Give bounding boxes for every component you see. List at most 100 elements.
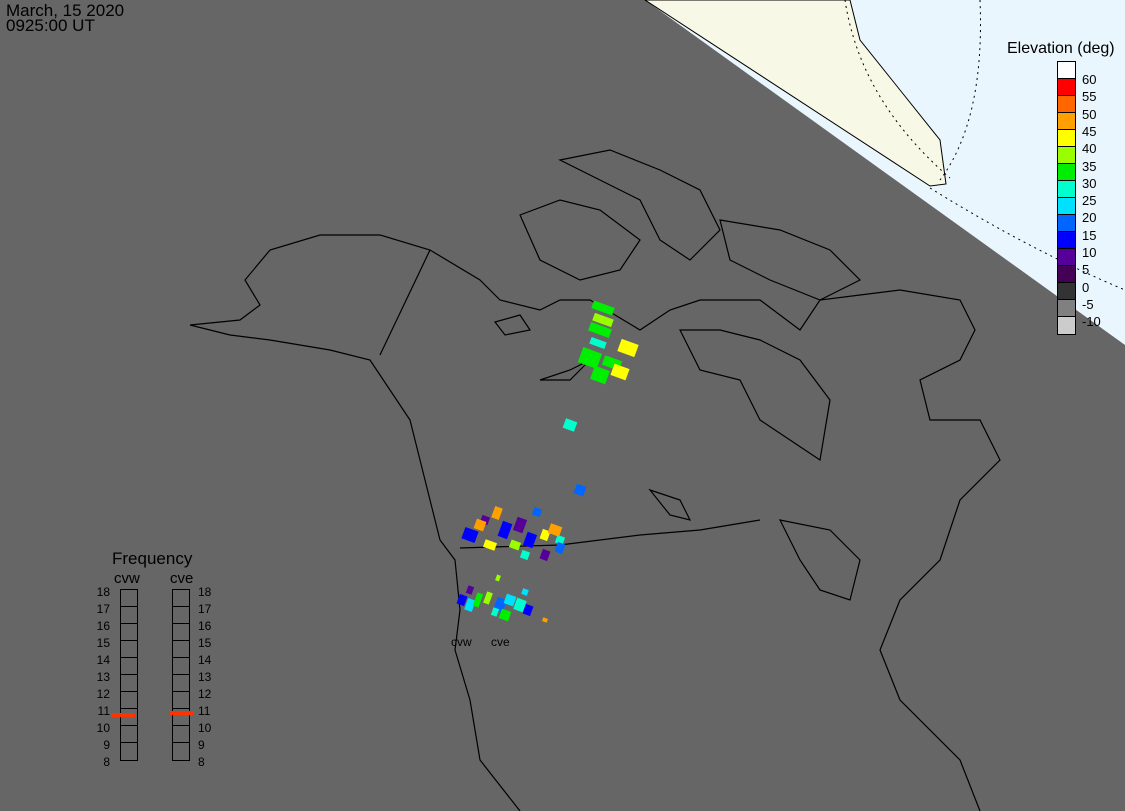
colorbar-swatch bbox=[1058, 181, 1075, 198]
frequency-tick: 16 bbox=[96, 619, 110, 633]
frequency-tick: 10 bbox=[96, 721, 110, 735]
radar-echo-cell bbox=[547, 523, 563, 537]
coastline bbox=[189, 149, 1001, 811]
frequency-bar-cvw bbox=[120, 589, 138, 761]
colorbar-tick: 15 bbox=[1082, 227, 1097, 243]
frequency-tick: 18 bbox=[198, 585, 212, 599]
colorbar-swatch bbox=[1058, 96, 1075, 113]
radar-echo-cell bbox=[456, 593, 468, 607]
radar-echo-cell bbox=[589, 336, 607, 350]
frequency-tick: 17 bbox=[96, 602, 110, 616]
greenland-day-land bbox=[644, 0, 947, 187]
colorbar-tick: 20 bbox=[1082, 210, 1097, 226]
radar-echo-cell bbox=[491, 505, 503, 521]
radar-echo-cell bbox=[617, 338, 639, 358]
radar-echo-cell bbox=[554, 541, 566, 555]
frequency-tick: 14 bbox=[96, 653, 110, 667]
colorbar-tick: 50 bbox=[1082, 106, 1097, 122]
colorbar-swatch bbox=[1058, 198, 1075, 215]
colorbar-swatch bbox=[1058, 300, 1075, 317]
time-label: 0925:00 UT bbox=[6, 16, 95, 35]
latitude-circle bbox=[844, 0, 1125, 291]
frequency-radar-cve-label: cve bbox=[170, 570, 194, 587]
frequency-tick: 9 bbox=[103, 738, 110, 752]
radar-echo-cell bbox=[562, 418, 578, 432]
colorbar-tick: 60 bbox=[1082, 72, 1097, 87]
radar-echo-cell bbox=[465, 585, 475, 595]
colorbar-tick: 40 bbox=[1082, 141, 1097, 157]
radar-echo-cell bbox=[531, 506, 543, 518]
frequency-tick: 17 bbox=[198, 602, 212, 616]
radar-echo-cell bbox=[519, 549, 531, 561]
radar-echo-cell bbox=[512, 516, 528, 534]
radar-echo-cell bbox=[483, 591, 493, 605]
colorbar-tick: 35 bbox=[1082, 158, 1097, 174]
colorbar-tick: -10 bbox=[1082, 314, 1101, 330]
frequency-marker bbox=[170, 711, 194, 716]
colorbar-tick: 0 bbox=[1082, 279, 1090, 295]
colorbar-swatch bbox=[1058, 79, 1075, 96]
colorbar-swatch bbox=[1058, 130, 1075, 147]
frequency-tick: 11 bbox=[198, 704, 211, 718]
colorbar-tick: 30 bbox=[1082, 175, 1097, 191]
colorbar-swatch bbox=[1058, 249, 1075, 266]
frequency-tick: 8 bbox=[103, 755, 110, 769]
radar-label-cvw: cvw bbox=[451, 635, 472, 649]
frequency-tick: 16 bbox=[198, 619, 212, 633]
colorbar-swatch bbox=[1058, 113, 1075, 130]
colorbar-swatch bbox=[1058, 283, 1075, 300]
radar-echo-cell bbox=[495, 574, 501, 582]
colorbar-tick: 55 bbox=[1082, 89, 1097, 105]
radar-echo-cell bbox=[497, 520, 513, 540]
radar-label-cve: cve bbox=[491, 635, 510, 649]
radar-echo-cell bbox=[541, 617, 549, 623]
frequency-bar-cve bbox=[172, 589, 190, 761]
radar-echo-cell bbox=[592, 312, 614, 328]
frequency-tick: 8 bbox=[198, 755, 205, 769]
frequency-marker bbox=[111, 712, 135, 717]
colorbar-swatch bbox=[1058, 266, 1075, 283]
frequency-tick: 14 bbox=[198, 653, 212, 667]
radar-echo-cell bbox=[577, 347, 603, 369]
radar-echo-cell bbox=[490, 607, 500, 617]
radar-echo-cell bbox=[588, 322, 612, 338]
radar-echo-cell bbox=[498, 608, 512, 622]
date-label: March, 15 2020 bbox=[6, 1, 125, 20]
frequency-tick: 18 bbox=[96, 585, 110, 599]
frequency-tick: 12 bbox=[96, 687, 110, 701]
radar-echo-cell bbox=[554, 534, 566, 546]
radar-echo-cell bbox=[508, 539, 522, 551]
colorbar-swatch bbox=[1058, 215, 1075, 232]
radar-echoes bbox=[456, 300, 639, 623]
frequency-tick: 12 bbox=[198, 687, 212, 701]
colorbar-swatch bbox=[1058, 317, 1075, 334]
elevation-legend-title: Elevation (deg) bbox=[1007, 40, 1115, 57]
radar-echo-cell bbox=[573, 483, 587, 497]
radar-echo-cell bbox=[482, 539, 498, 551]
frequency-title: Frequency bbox=[112, 549, 193, 568]
daylight-region bbox=[645, 0, 1125, 345]
radar-echo-cell bbox=[590, 365, 610, 385]
radar-echo-cell bbox=[513, 597, 527, 613]
elevation-colorbar bbox=[1057, 61, 1076, 335]
radar-echo-cell bbox=[539, 548, 551, 562]
colorbar-tick: 10 bbox=[1082, 245, 1097, 260]
frequency-tick: 13 bbox=[96, 670, 110, 684]
colorbar-tick: 25 bbox=[1082, 193, 1097, 209]
radar-echo-cell bbox=[610, 363, 630, 381]
radar-echo-cell bbox=[503, 593, 517, 607]
radar-echo-cell bbox=[522, 531, 538, 549]
frequency-tick: 11 bbox=[97, 704, 110, 718]
frequency-tick: 13 bbox=[198, 670, 212, 684]
radar-echo-cell bbox=[461, 526, 479, 544]
colorbar-swatch bbox=[1058, 62, 1075, 79]
radar-echo-cell bbox=[522, 603, 534, 617]
colorbar-tick: -5 bbox=[1082, 296, 1094, 312]
frequency-tick: 10 bbox=[198, 721, 212, 735]
radar-echo-cell bbox=[521, 588, 529, 596]
colorbar-swatch bbox=[1058, 232, 1075, 249]
radar-echo-cell bbox=[539, 528, 551, 542]
colorbar-swatch bbox=[1058, 164, 1075, 181]
frequency-radar-cvw-label: cvw bbox=[114, 570, 140, 587]
